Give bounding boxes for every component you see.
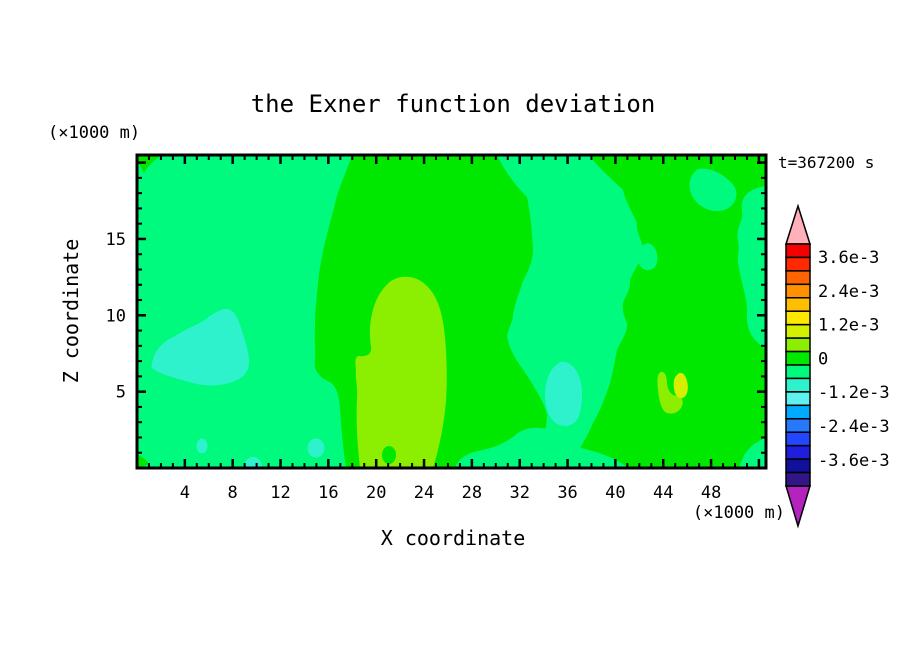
- colorbar-segment: [785, 337, 811, 353]
- contour-region-topright-wedge: [689, 168, 737, 212]
- x-tick-label: 40: [605, 483, 625, 503]
- x-axis-units-label: (×1000 m): [693, 503, 785, 523]
- x-tick-label: 48: [701, 483, 721, 503]
- contour-region-positive-dome: [355, 276, 447, 468]
- contour-region-channel-island: [637, 243, 658, 271]
- colorbar-label: 1.2e-3: [818, 316, 879, 336]
- page-title: the Exner function deviation: [251, 90, 656, 118]
- x-tick-label: 20: [366, 483, 386, 503]
- colorbar: 3.6e-3 2.4e-3 1.2e-3 0 -1.2e-3 -2.4e-3 -3.6e-3: [784, 203, 890, 529]
- x-tick-label: 24: [414, 483, 434, 503]
- x-tick-label: 8: [228, 483, 238, 503]
- contour-region-j-mark: [657, 371, 683, 414]
- z-tick-label: 15: [106, 230, 126, 250]
- colorbar-label: -1.2e-3: [818, 383, 890, 403]
- x-tick-label: 16: [318, 483, 338, 503]
- time-annotation: t=367200 s: [778, 153, 874, 172]
- contour-region-small-spot-2: [307, 438, 325, 458]
- colorbar-segment: [785, 256, 811, 272]
- colorbar-segment: [785, 350, 811, 366]
- contour-region-j-mark-core: [673, 372, 688, 399]
- colorbar-bottom-arrow: [784, 485, 812, 529]
- x-axis-title: X coordinate: [381, 526, 526, 550]
- x-tick-label: 44: [653, 483, 673, 503]
- colorbar-segment: [785, 444, 811, 460]
- colorbar-segment: [785, 471, 811, 487]
- x-tick-label: 12: [270, 483, 290, 503]
- x-tick-label: 28: [462, 483, 482, 503]
- colorbar-top-arrow: [784, 203, 812, 245]
- colorbar-segment: [785, 270, 811, 286]
- contour-region-bottomleft-dot: [137, 454, 149, 468]
- colorbar-segment: [785, 431, 811, 447]
- contour-region-topleft-sliver: [137, 155, 162, 173]
- contour-region-right-area: [567, 155, 766, 468]
- z-tick-label: 5: [116, 383, 126, 403]
- contour-region-channel-negative-egg: [545, 361, 582, 426]
- colorbar-label: -3.6e-3: [818, 451, 890, 471]
- colorbar-segment: [785, 323, 811, 339]
- x-tick-label: 4: [180, 483, 190, 503]
- contour-field: [137, 155, 766, 468]
- colorbar-segment: [785, 283, 811, 299]
- contour-region-bottom-strip: [455, 427, 628, 468]
- contour-region-left-negative-blob: [151, 308, 250, 386]
- colorbar-segment: [785, 364, 811, 380]
- x-tick-label: 36: [557, 483, 577, 503]
- colorbar-segment: [785, 243, 811, 259]
- colorbar-segment: [785, 297, 811, 312]
- colorbar-segment: [785, 458, 811, 474]
- colorbar-label: -2.4e-3: [818, 417, 890, 437]
- x-tick-label: 32: [509, 483, 529, 503]
- contour-region-dome-inner-dot: [382, 446, 396, 464]
- colorbar-label: 2.4e-3: [818, 282, 879, 302]
- z-axis-units-label: (×1000 m): [48, 123, 140, 143]
- z-tick-label: 10: [106, 306, 126, 326]
- colorbar-segment: [785, 391, 811, 407]
- contour-region-small-spot-1: [196, 438, 208, 454]
- colorbar-segment: [785, 310, 811, 326]
- colorbar-segment: [785, 377, 811, 393]
- colorbar-segment: [785, 418, 811, 433]
- plot-border: [135, 153, 768, 470]
- contour-region-right-edge-strip: [737, 186, 766, 349]
- axis-ticks: [138, 156, 765, 467]
- colorbar-label: 3.6e-3: [818, 248, 879, 268]
- z-axis-title: Z coordinate: [59, 239, 83, 384]
- colorbar-segment: [785, 404, 811, 420]
- colorbar-label: 0: [818, 349, 828, 369]
